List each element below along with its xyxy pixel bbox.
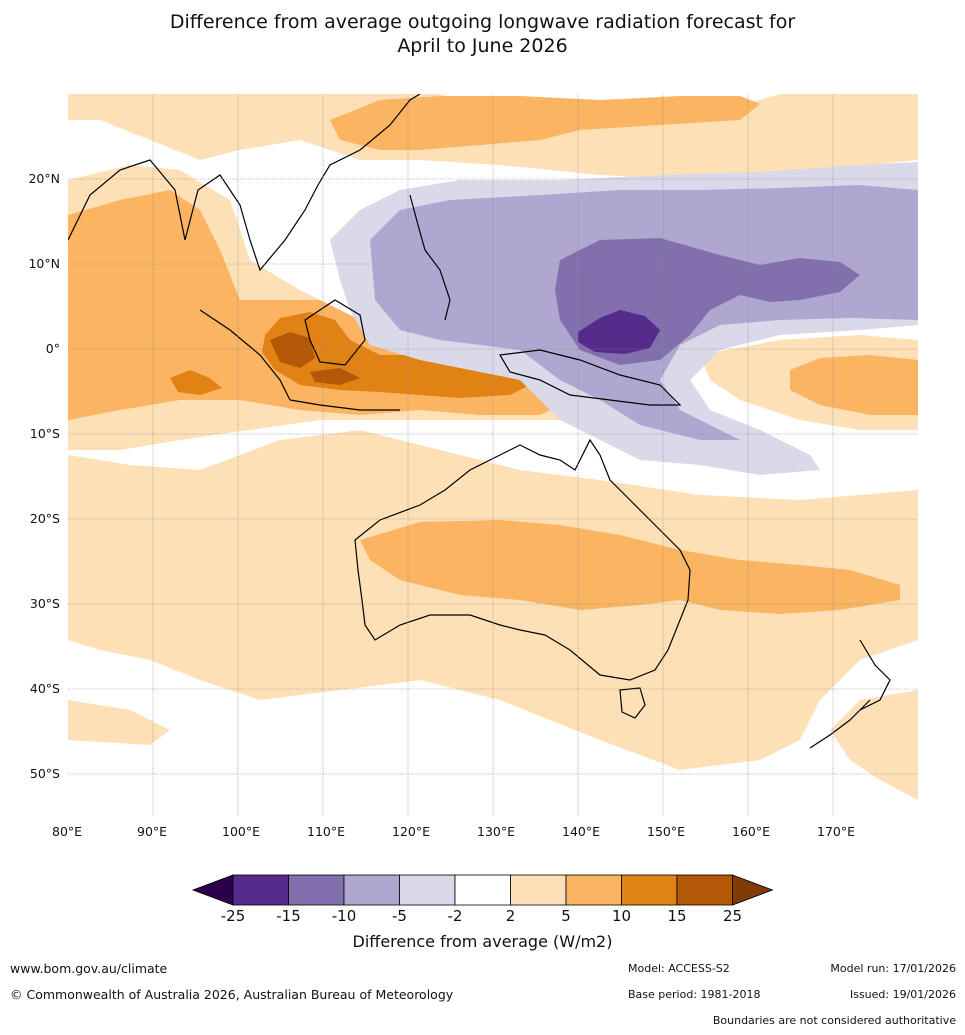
colorbar-segment [454,874,511,906]
latitude-label: 20°S [29,511,60,526]
colorbar-segment [288,874,345,906]
colorbar-tick-label: -2 [447,907,463,925]
colorbar-segment [399,874,456,906]
colorbar-title: Difference from average (W/m2) [352,932,613,951]
chart-title: Difference from average outgoing longwav… [0,10,965,58]
longitude-label: 90°E [137,824,168,839]
colorbar-segment [232,874,289,906]
disclaimer-text: Boundaries are not considered authoritat… [712,1014,956,1027]
java-coast [289,399,400,411]
colorbar-tick-label: 5 [561,907,571,925]
gridlines [68,94,918,816]
colorbar-segment [676,874,733,906]
colorbar-under-arrow [191,874,234,906]
anomaly-region-indian-ocean-10-15 [170,370,222,395]
anomaly-region-maritime-15-25b [310,368,360,385]
latitude-label: 40°S [29,681,60,696]
anomaly-region-north-5-10 [330,96,760,150]
longitude-label: 140°E [562,824,601,839]
copyright-text: © Commonwealth of Australia 2026, Austra… [10,987,454,1002]
philippines-coast [409,194,451,321]
tasmania-coast [619,687,646,719]
longitude-label: 120°E [392,824,431,839]
colorbar-tick-label: -10 [331,907,357,925]
asia-coast [68,94,421,272]
borneo-coast [304,299,366,366]
new-zealand-coast [809,639,891,749]
colorbar-segment [621,874,678,906]
latitude-label: 50°S [29,766,60,781]
colorbar-tick-label: -5 [392,907,407,925]
anomaly-region-pacific-minus25-minus15 [578,310,660,354]
colorbar-over-arrow [732,874,774,906]
new-guinea-coast [499,349,682,406]
latitude-label: 10°S [29,426,60,441]
title-line-1: Difference from average outgoing longwav… [169,11,796,33]
latitude-label: 30°S [29,596,60,611]
model-run-text: Model run: 17/01/2026 [830,962,956,975]
longitude-label: 150°E [647,824,686,839]
sumatra-coast [199,309,291,401]
longitude-label: 130°E [477,824,516,839]
base-period-text: Base period: 1981-2018 [628,988,761,1001]
latitude-label: 10°N [28,256,60,271]
longitude-label: 170°E [817,824,856,839]
longitude-label: 110°E [307,824,346,839]
colorbar [191,874,774,906]
australia-coast [354,438,691,681]
anomaly-region-maritime-15-25 [270,332,315,368]
colorbar-segment [565,874,622,906]
colorbar-tick-label: 25 [722,907,743,925]
colorbar-tick-label: 15 [667,907,687,925]
colorbar-segment [510,874,567,906]
anomaly-region-southwest-2-5 [68,700,170,745]
latitude-label: 20°N [28,171,60,186]
title-line-2: April to June 2026 [397,35,568,57]
colorbar-tick-label: -15 [276,907,301,925]
latitude-label: 0° [45,341,60,356]
model-text: Model: ACCESS-S2 [628,962,730,975]
longitude-label: 160°E [732,824,771,839]
colorbar-tick-label: 2 [505,907,516,925]
colorbar-segment [343,874,400,906]
anomaly-region-east-pacific-5-10 [790,355,918,415]
longitude-label: 80°E [52,824,83,839]
longitude-label: 100°E [222,824,261,839]
website-link[interactable]: www.bom.gov.au/climate [10,961,168,976]
anomaly-region-australia-5-10 [360,520,900,614]
colorbar-tick-label: 10 [611,907,632,925]
coastlines [68,94,891,749]
issued-text: Issued: 19/01/2026 [849,988,956,1001]
colorbar-tick-label: -25 [220,907,246,925]
